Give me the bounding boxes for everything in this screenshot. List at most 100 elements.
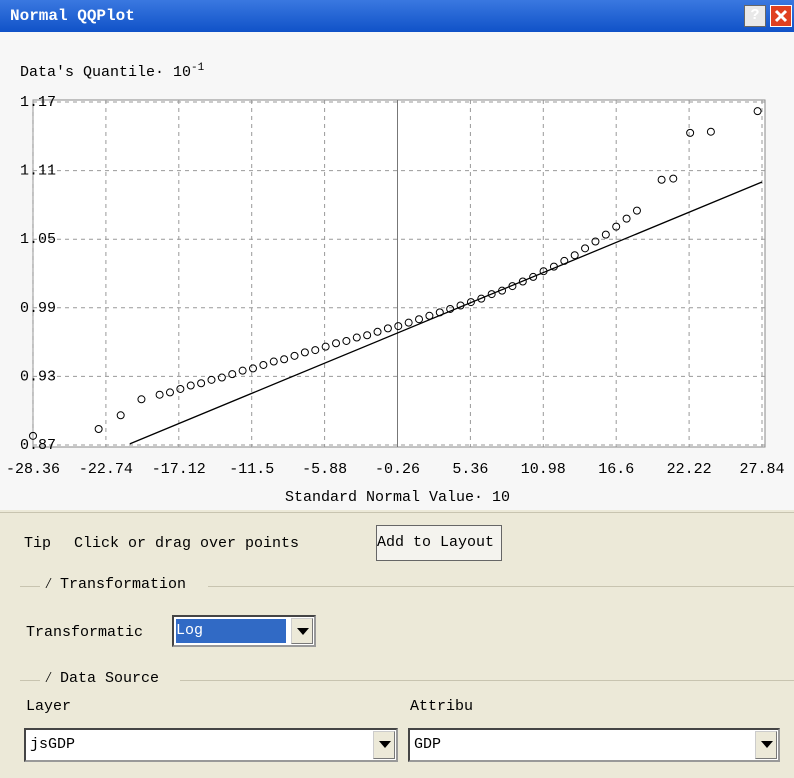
x-tick-label: -11.5 <box>229 461 274 478</box>
data-point <box>352 333 361 342</box>
data-point <box>518 277 527 286</box>
data-point <box>373 327 382 336</box>
x-tick-label: -0.26 <box>375 461 420 478</box>
data-point <box>612 222 621 231</box>
y-axis-label-exponent: -1 <box>191 62 205 74</box>
x-tick-label: -22.74 <box>79 461 133 478</box>
group-title: Transformation <box>60 576 187 593</box>
data-point <box>657 175 666 184</box>
x-tick-label: 27.84 <box>739 461 784 478</box>
y-tick-label: 1.05 <box>20 231 56 248</box>
transformation-select[interactable]: Log <box>172 615 316 647</box>
data-point <box>228 370 237 379</box>
group-line <box>208 586 794 587</box>
data-point <box>94 424 103 433</box>
select-value: Log <box>176 619 286 643</box>
group-icon: ⁄ <box>44 670 54 687</box>
data-point <box>300 348 309 357</box>
title-bar: Normal QQPlot ? <box>0 0 794 32</box>
data-point <box>487 290 496 299</box>
data-point <box>217 373 226 382</box>
button-label: Add to Layout <box>377 534 495 551</box>
close-icon <box>774 9 788 23</box>
field-label: Transformatic <box>26 624 144 641</box>
tip-label: Tip <box>24 535 52 552</box>
data-point <box>753 107 762 116</box>
data-point <box>591 237 600 246</box>
group-line <box>180 680 794 681</box>
x-axis-label: Standard Normal Value· 10 <box>285 489 510 506</box>
data-point <box>404 318 413 327</box>
data-point <box>560 256 569 265</box>
x-tick-label: 5.36 <box>452 461 488 478</box>
x-tick-label: -28.36 <box>6 461 60 478</box>
data-point <box>498 286 507 295</box>
close-button[interactable] <box>770 5 792 27</box>
layer-select[interactable]: jsGDP <box>24 728 398 762</box>
dropdown-arrow[interactable] <box>291 618 313 644</box>
window-title: Normal QQPlot <box>10 7 135 25</box>
x-tick-label: 22.22 <box>667 461 712 478</box>
data-point <box>186 381 195 390</box>
data-point <box>176 384 185 393</box>
y-axis-label: Data's Quantile· 10-1 <box>20 62 205 81</box>
data-point <box>332 339 341 348</box>
field-label: Attribu <box>410 698 474 715</box>
y-tick-label: 0.99 <box>20 300 56 317</box>
tip-text: Click or drag over points <box>74 535 300 552</box>
reference-line <box>129 181 763 445</box>
data-point <box>280 355 289 364</box>
add-to-layout-button[interactable]: Add to Layout <box>376 525 502 561</box>
qq-plot[interactable]: Data's Quantile· 10-1 -28.36 -22.74 -17.12 -… <box>0 32 794 510</box>
group-line <box>20 586 40 587</box>
data-point <box>508 282 517 291</box>
data-point <box>197 379 206 388</box>
data-point <box>165 388 174 397</box>
group-icon: ⁄ <box>44 576 54 593</box>
data-point <box>477 294 486 303</box>
dropdown-arrow[interactable] <box>755 731 777 759</box>
data-point <box>435 308 444 317</box>
data-point <box>632 206 641 215</box>
data-point <box>539 267 548 276</box>
data-point <box>269 357 278 366</box>
data-point <box>342 336 351 345</box>
x-tick-label: -17.12 <box>152 461 206 478</box>
data-point <box>456 301 465 310</box>
data-point <box>238 366 247 375</box>
data-point <box>321 342 330 351</box>
data-point <box>466 298 475 307</box>
x-tick-label: -5.88 <box>302 461 347 478</box>
data-point <box>290 351 299 360</box>
y-axis-label-text: Data's Quantile· 10 <box>20 64 191 81</box>
data-point <box>446 304 455 313</box>
data-point <box>622 214 631 223</box>
data-point <box>415 315 424 324</box>
data-point <box>29 431 37 440</box>
data-point <box>155 390 164 399</box>
separator <box>0 512 794 513</box>
select-value: jsGDP <box>30 736 76 753</box>
data-point <box>581 244 590 253</box>
help-button[interactable]: ? <box>744 5 766 27</box>
data-point <box>706 127 715 136</box>
select-value: GDP <box>414 736 442 753</box>
data-point <box>137 395 146 404</box>
data-point <box>425 311 434 320</box>
data-point <box>394 322 403 331</box>
dropdown-arrow[interactable] <box>373 731 395 759</box>
y-tick-label: 0.87 <box>20 437 56 454</box>
data-point <box>669 174 678 183</box>
x-tick-label: 10.98 <box>521 461 566 478</box>
attribute-select[interactable]: GDP <box>408 728 780 762</box>
data-point <box>529 272 538 281</box>
x-tick-label: 16.6 <box>598 461 634 478</box>
y-tick-label: 1.17 <box>20 94 56 111</box>
y-tick-label: 0.93 <box>20 368 56 385</box>
group-line <box>20 680 40 681</box>
data-point <box>259 360 268 369</box>
field-label: Layer <box>26 698 72 715</box>
plot-frame <box>32 99 766 448</box>
data-point <box>549 262 558 271</box>
